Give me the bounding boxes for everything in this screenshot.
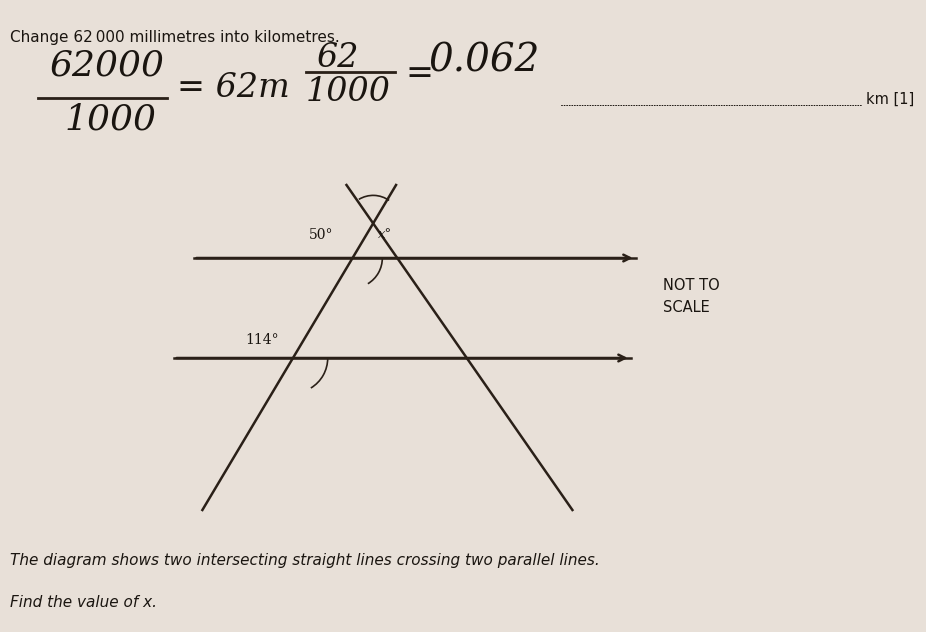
Text: SCALE: SCALE <box>663 300 710 315</box>
Text: 1000: 1000 <box>65 102 156 136</box>
Text: Find the value of x.: Find the value of x. <box>10 595 156 610</box>
Text: x°: x° <box>378 228 393 241</box>
Text: =: = <box>406 58 433 90</box>
Text: 1000: 1000 <box>306 76 391 108</box>
Text: Change 62 000 millimetres into kilometres.: Change 62 000 millimetres into kilometre… <box>10 30 340 45</box>
Text: 62: 62 <box>316 42 358 74</box>
Text: km [1]: km [1] <box>866 92 914 107</box>
Text: 114°: 114° <box>245 333 279 347</box>
Text: = 62m: = 62m <box>177 72 290 104</box>
Text: NOT TO: NOT TO <box>663 278 720 293</box>
Text: 0.062: 0.062 <box>429 42 541 79</box>
Text: The diagram shows two intersecting straight lines crossing two parallel lines.: The diagram shows two intersecting strai… <box>10 553 600 568</box>
Text: 62000: 62000 <box>50 48 165 82</box>
Text: 50°: 50° <box>309 228 333 242</box>
